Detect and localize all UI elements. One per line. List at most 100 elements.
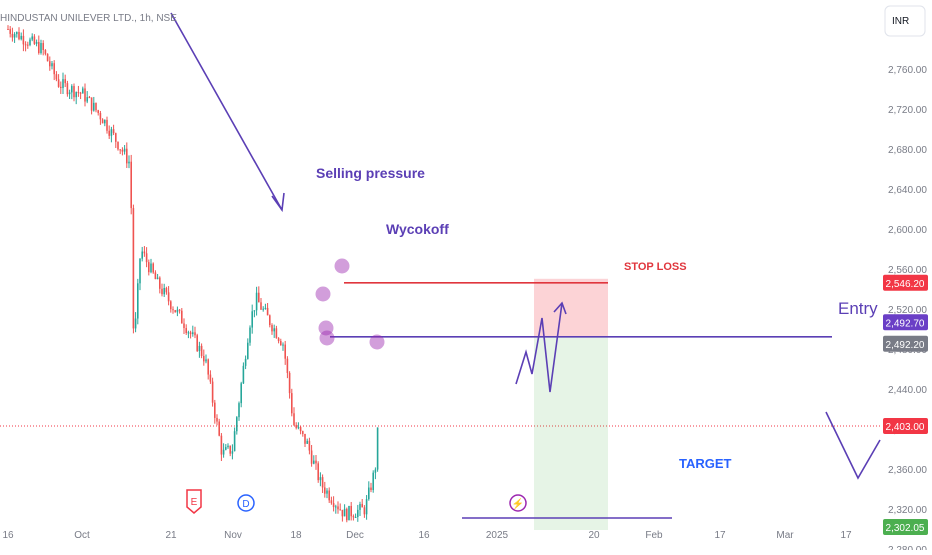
candle-body xyxy=(156,277,159,280)
stop-loss-label: STOP LOSS xyxy=(624,261,687,273)
candle-body xyxy=(9,29,11,34)
split-event-marker[interactable]: ⚡ xyxy=(509,494,527,512)
stop-loss-zone[interactable] xyxy=(534,278,608,337)
candle-body xyxy=(258,292,260,303)
candle-body xyxy=(354,517,357,519)
candle-body xyxy=(297,427,300,429)
candle-body xyxy=(273,328,275,332)
candle-body xyxy=(145,253,148,263)
candle-body xyxy=(284,344,286,359)
candle-body xyxy=(308,440,311,451)
candle-body xyxy=(211,381,214,403)
candle-body xyxy=(236,417,238,432)
candle-body xyxy=(108,130,110,136)
candle-body xyxy=(238,403,240,418)
price-label[interactable]: 2,403.00 xyxy=(883,418,928,434)
candle-body xyxy=(71,86,73,93)
candle-body xyxy=(216,417,218,422)
candle-body xyxy=(299,427,302,432)
price-label-text: 2,492.70 xyxy=(886,318,925,329)
candle-body xyxy=(82,88,84,94)
candles xyxy=(7,25,379,523)
dividend-event-marker[interactable]: D xyxy=(237,494,255,512)
v-shape-drawing[interactable] xyxy=(825,411,881,480)
candle-body xyxy=(255,292,258,311)
x-tick-label: 17 xyxy=(714,530,726,541)
candle-body xyxy=(88,97,91,99)
candle-body xyxy=(77,92,80,94)
candle-body xyxy=(209,374,212,382)
dividend-event-letter: D xyxy=(242,499,249,510)
candle-body xyxy=(141,251,143,259)
candle-body xyxy=(271,325,273,332)
candle-body xyxy=(227,445,229,448)
price-label[interactable]: 2,546.20 xyxy=(883,274,928,291)
candle-body xyxy=(101,119,104,124)
candle-body xyxy=(44,50,47,54)
candle-body xyxy=(42,43,44,51)
candle-body xyxy=(167,292,170,302)
candle-body xyxy=(106,119,108,131)
candle-body xyxy=(185,328,187,333)
candle-body xyxy=(68,92,71,95)
wyckoff-point-marker[interactable] xyxy=(334,258,350,274)
candle-body xyxy=(51,63,53,67)
candle-body xyxy=(282,344,284,346)
candle-body xyxy=(75,92,77,98)
price-label-text: 2,492.20 xyxy=(886,340,925,351)
candle-body xyxy=(348,505,350,521)
selling-pressure-arrow[interactable] xyxy=(170,12,283,211)
candle-body xyxy=(86,97,88,102)
candle-body xyxy=(339,509,341,511)
price-label[interactable]: 2,302.05 xyxy=(883,518,928,535)
candle-body xyxy=(134,318,137,329)
candle-body xyxy=(132,208,135,329)
candle-body xyxy=(130,161,132,209)
wyckoff-point-marker[interactable] xyxy=(318,320,334,336)
candle-body xyxy=(231,451,234,454)
candle-body xyxy=(253,310,256,312)
candle-body xyxy=(27,44,29,46)
x-tick-label: Oct xyxy=(74,530,90,541)
wyckoff-point-marker[interactable] xyxy=(319,330,335,346)
candle-body xyxy=(46,53,49,62)
arrow-head-icon xyxy=(553,301,567,315)
profit-zone[interactable] xyxy=(534,336,608,530)
y-tick-label: 2,720.00 xyxy=(888,105,927,116)
time-axis: 16 Oct 21 Nov 18 Dec 16 2025 20 Feb 17 Mar 17 xyxy=(2,530,852,541)
candle-body xyxy=(374,469,377,473)
candle-body xyxy=(319,477,322,481)
candle-body xyxy=(95,102,97,111)
candle-body xyxy=(328,490,330,501)
candle-body xyxy=(277,338,280,342)
candle-body xyxy=(189,332,192,335)
candle-body xyxy=(359,503,361,510)
candle-body xyxy=(16,31,18,35)
price-label[interactable]: 2,492.70 xyxy=(883,314,928,331)
price-scale-labels: 2,546.20 2,492.70 2,492.20 2,403.00 2,302.05 xyxy=(883,274,928,535)
x-tick-label: Dec xyxy=(346,530,364,541)
price-label-text: 2,302.05 xyxy=(886,523,925,534)
wyckoff-point-marker[interactable] xyxy=(369,334,385,350)
symbol-legend[interactable]: HINDUSTAN UNILEVER LTD., 1h, NSE xyxy=(0,13,177,24)
candle-body xyxy=(315,460,317,464)
price-label[interactable]: 2,492.20 xyxy=(883,335,928,352)
candle-body xyxy=(66,83,69,95)
candle-body xyxy=(262,308,264,310)
y-tick-label: 2,360.00 xyxy=(888,465,927,476)
candle-body xyxy=(35,42,38,44)
candle-body xyxy=(205,359,207,362)
candle-body xyxy=(332,503,335,508)
candle-body xyxy=(225,447,227,450)
wyckoff-point-marker[interactable] xyxy=(315,286,331,302)
earnings-event-marker[interactable]: E xyxy=(186,489,202,514)
currency-button[interactable]: INR xyxy=(884,5,926,37)
candle-body xyxy=(137,283,139,319)
price-label-text: 2,546.20 xyxy=(886,279,925,290)
candle-body xyxy=(196,335,198,352)
y-tick-label: 2,760.00 xyxy=(888,65,927,76)
projected-path[interactable] xyxy=(515,302,563,393)
candle-body xyxy=(363,507,366,515)
candle-body xyxy=(115,133,117,142)
